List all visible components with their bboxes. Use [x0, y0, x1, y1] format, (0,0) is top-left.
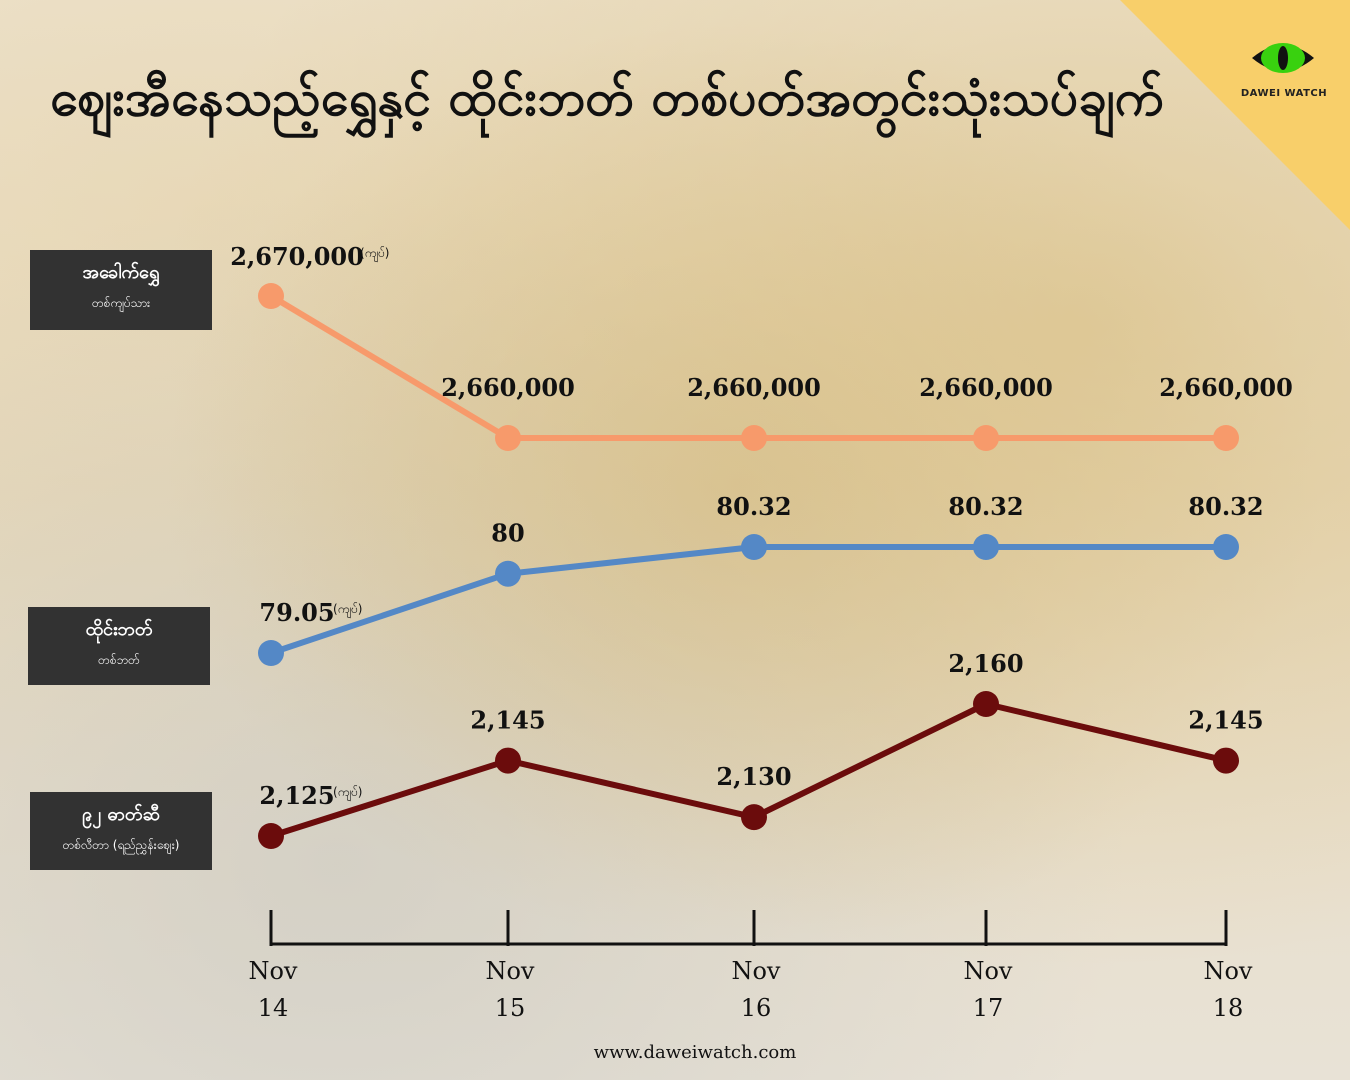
gold-point	[1213, 425, 1239, 451]
baht-value-label: 80	[491, 519, 524, 548]
x-tick-label-day: 17	[973, 994, 1004, 1022]
fuel-series-unit: တစ်လီတာ (ရည်ညွှန်းဈေး)	[62, 838, 180, 852]
fuel-point	[973, 691, 999, 717]
gold-unit-note: (ကျပ်)	[360, 245, 389, 263]
baht-point	[495, 560, 521, 587]
baht-point	[258, 640, 284, 666]
fuel-value-label: 2,125	[259, 781, 334, 810]
baht-point	[973, 534, 999, 560]
baht-point	[741, 534, 767, 560]
gold-point	[495, 425, 521, 451]
x-tick-label-month: Nov	[731, 957, 780, 985]
fuel-point	[495, 747, 521, 774]
baht-value-label: 80.32	[716, 492, 791, 521]
gold-value-label: 2,670,000	[230, 242, 364, 271]
x-tick-label-month: Nov	[485, 957, 534, 985]
x-tick-label-day: 18	[1213, 994, 1244, 1022]
gold-series: 2,670,000(ကျပ်) 2,660,000 2,660,000 2,660,0…	[230, 242, 1293, 451]
fuel-value-label: 2,130	[716, 762, 791, 791]
gold-value-label: 2,660,000	[687, 373, 821, 402]
gold-series-name: အခေါက်ရွှေ	[82, 262, 160, 283]
fuel-value-label: 2,145	[470, 706, 545, 735]
page-title: ဈေးအီနေသည့်ရွှေနှင့် ထိုင်းဘတ် တစ်ပတ်အတွ…	[50, 69, 1164, 127]
gold-point	[258, 283, 284, 309]
fuel-value-label: 2,160	[948, 649, 1023, 678]
gold-value-label: 2,660,000	[441, 373, 575, 402]
baht-label-box: ထိုင်းဘတ် တစ်ဘတ်	[28, 607, 210, 685]
series-layer: 2,670,000(ကျပ်)2,660,000 2,660,000 2,660,0…	[230, 242, 1293, 849]
fuel-point	[258, 823, 284, 849]
x-axis: Nov 14 Nov 15 Nov 16 Nov 17 Nov 18	[248, 910, 1253, 1022]
x-tick-label-month: Nov	[963, 957, 1012, 985]
footer-url: www.daweiwatch.com	[593, 1042, 797, 1063]
x-tick-label-day: 15	[495, 994, 526, 1022]
gold-point	[973, 425, 999, 451]
fuel-unit-note: (ကျပ်)	[333, 784, 362, 802]
x-tick-label-month: Nov	[1203, 957, 1252, 985]
fuel-series-name: ၉၂ ဓာတ်ဆီ	[82, 804, 160, 825]
baht-value-label: 79.05	[259, 598, 334, 627]
x-tick-label-day: 16	[741, 994, 772, 1022]
baht-series-name: ထိုင်းဘတ်	[85, 619, 153, 640]
baht-series: 79.05(ကျပ်) 80 80.32 80.32 80.32	[258, 492, 1264, 666]
baht-value-label: 80.32	[948, 492, 1023, 521]
fuel-value-label: 2,145	[1188, 706, 1263, 735]
x-tick-label-day: 14	[258, 994, 289, 1022]
gold-line	[269, 293, 1226, 441]
brand-name: DAWEI WATCH	[1240, 88, 1328, 99]
baht-point	[1213, 534, 1239, 560]
baht-unit-note: (ကျပ်)	[333, 601, 362, 619]
baht-value-label: 80.32	[1188, 492, 1263, 521]
baht-series-unit: တစ်ဘတ်	[98, 653, 140, 667]
x-tick-label-month: Nov	[248, 957, 297, 985]
fuel-label-box: ၉၂ ဓာတ်ဆီ တစ်လီတာ (ရည်ညွှန်းဈေး)	[30, 792, 212, 870]
gold-value-label: 2,660,000	[1159, 373, 1293, 402]
gold-label-box: အခေါက်ရွှေ တစ်ကျပ်သား	[30, 250, 212, 330]
gold-value-label: 2,660,000	[919, 373, 1053, 402]
cat-eye-icon	[1252, 43, 1314, 73]
fuel-point	[1213, 747, 1239, 774]
fuel-series: 2,125(ကျပ်) 2,145 2,130 2,160 2,145	[258, 649, 1264, 849]
gold-series-unit: တစ်ကျပ်သား	[91, 296, 151, 310]
fuel-point	[741, 804, 767, 831]
gold-point	[741, 425, 767, 451]
baht-line	[270, 544, 1226, 656]
